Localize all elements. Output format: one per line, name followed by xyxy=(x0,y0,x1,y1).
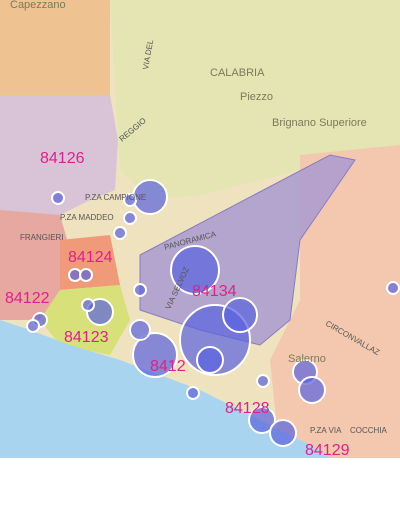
street-label: P.ZA MADDEO xyxy=(60,213,114,222)
street-label: COCCHIA xyxy=(350,426,388,435)
bubble xyxy=(256,374,270,388)
bubble xyxy=(248,406,276,434)
bubbles xyxy=(26,179,400,447)
bubble xyxy=(269,419,297,447)
bubble xyxy=(386,281,400,295)
bubble xyxy=(81,298,95,312)
bubble xyxy=(51,191,65,205)
bubble xyxy=(79,268,93,282)
district-84126 xyxy=(0,95,118,215)
bubble xyxy=(186,386,200,400)
bubble xyxy=(26,319,40,333)
bubble xyxy=(123,193,137,207)
street-label: P.ZA CAMPIONE xyxy=(85,193,146,202)
place-label: Salerno xyxy=(288,353,326,365)
bubble xyxy=(298,376,326,404)
postal-code: 84128 xyxy=(225,400,270,417)
bubble xyxy=(170,245,220,295)
place-label: Piezzo xyxy=(240,91,273,103)
postal-code: 84122 xyxy=(5,290,50,307)
postal-code: 84129 xyxy=(305,442,350,459)
street-label: FRANGIERI xyxy=(20,233,64,242)
sea xyxy=(0,320,330,458)
bubble xyxy=(196,346,224,374)
postal-code: 8412 xyxy=(150,358,186,375)
district-84134 xyxy=(139,154,356,346)
bubble xyxy=(222,297,258,333)
street-label: P.ZA VIA xyxy=(310,426,342,435)
bubble xyxy=(129,319,151,341)
postal-code: 84123 xyxy=(64,329,109,346)
top-label: Capezzano xyxy=(10,0,66,11)
postal-code: 84126 xyxy=(40,150,85,167)
hills xyxy=(110,0,400,200)
bubble xyxy=(113,226,127,240)
place-label: Brignano Superiore xyxy=(272,117,367,129)
bubble xyxy=(132,332,178,378)
bubble xyxy=(123,211,137,225)
district xyxy=(0,0,110,95)
bubble xyxy=(133,283,147,297)
postal-code: 84134 xyxy=(192,283,237,300)
district-84122 xyxy=(0,210,70,320)
place-label: CALABRIA xyxy=(210,67,265,79)
postal-code: 84124 xyxy=(68,249,113,266)
